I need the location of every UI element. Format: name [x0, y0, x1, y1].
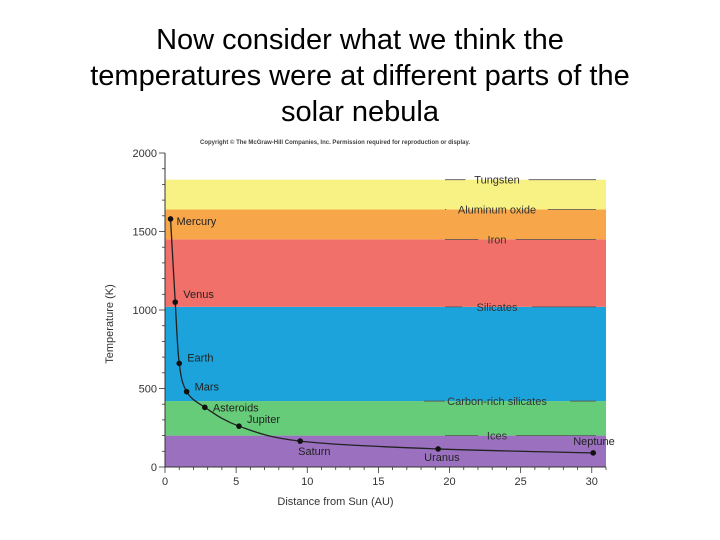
point-asteroids: [202, 404, 208, 411]
x-tick-label: 5: [233, 476, 239, 488]
band-carbon-rich-silicates: [165, 401, 606, 436]
y-tick-label: 1000: [133, 305, 157, 317]
x-tick-label: 20: [443, 476, 455, 488]
y-tick-label: 1500: [133, 227, 157, 239]
title-line-3: solar nebula: [281, 96, 439, 128]
point-label-mercury: Mercury: [177, 216, 217, 228]
point-label-uranus: Uranus: [424, 452, 460, 464]
slide-title: Now consider what we think the temperatu…: [40, 22, 680, 130]
point-label-neptune: Neptune: [573, 436, 615, 448]
chart-labels: Tungsten Aluminum oxide Iron Silicates Carbo…: [423, 175, 596, 443]
band-label-iron: Iron: [488, 234, 507, 246]
band-label-carbon-rich-silicates: Carbon-rich silicates: [447, 396, 547, 408]
x-axis-title: Distance from Sun (AU): [277, 496, 393, 508]
point-mercury: [167, 216, 174, 222]
condensation-bands: [165, 179, 606, 467]
point-label-mars: Mars: [195, 382, 220, 394]
band-label-ices: Ices: [487, 431, 508, 443]
x-tick-label: 25: [515, 476, 527, 488]
point-venus: [172, 299, 179, 305]
x-tick-label: 0: [162, 476, 168, 488]
point-label-jupiter: Jupiter: [247, 414, 280, 426]
point-label-asteroids: Asteroids: [213, 402, 259, 414]
point-label-venus: Venus: [183, 289, 214, 301]
band-iron: [165, 239, 606, 307]
band-label-tungsten: Tungsten: [474, 175, 519, 187]
y-tick-label: 0: [151, 462, 157, 474]
band-aluminum-oxide: [165, 209, 606, 240]
point-jupiter: [236, 423, 242, 429]
band-tungsten: [165, 179, 606, 210]
band-silicates: [165, 306, 606, 402]
band-label-aluminum-oxide: Aluminum oxide: [458, 205, 536, 217]
y-axis-title: Temperature (K): [104, 284, 116, 363]
point-mars: [183, 388, 190, 395]
x-tick-label: 15: [372, 476, 384, 488]
chart-axes: 0 500 1000 1500 2000 0 5 10 15 20 25 30 Distance fro…: [104, 148, 607, 508]
x-tick-label: 10: [301, 476, 313, 488]
title-line-2: temperatures were at different parts of …: [90, 60, 630, 92]
x-tick-label: 30: [586, 476, 598, 488]
point-label-saturn: Saturn: [298, 446, 330, 458]
title-line-1: Now consider what we think the: [156, 24, 564, 56]
point-label-earth: Earth: [187, 352, 213, 364]
point-neptune: [590, 450, 596, 456]
band-label-silicates: Silicates: [477, 302, 518, 314]
point-uranus: [435, 446, 441, 452]
point-earth: [176, 360, 183, 367]
y-tick-label: 2000: [133, 148, 157, 160]
y-tick-label: 500: [139, 384, 157, 396]
copyright-notice: Copyright © The McGraw-Hill Companies, I…: [200, 139, 470, 146]
point-saturn: [297, 438, 303, 444]
